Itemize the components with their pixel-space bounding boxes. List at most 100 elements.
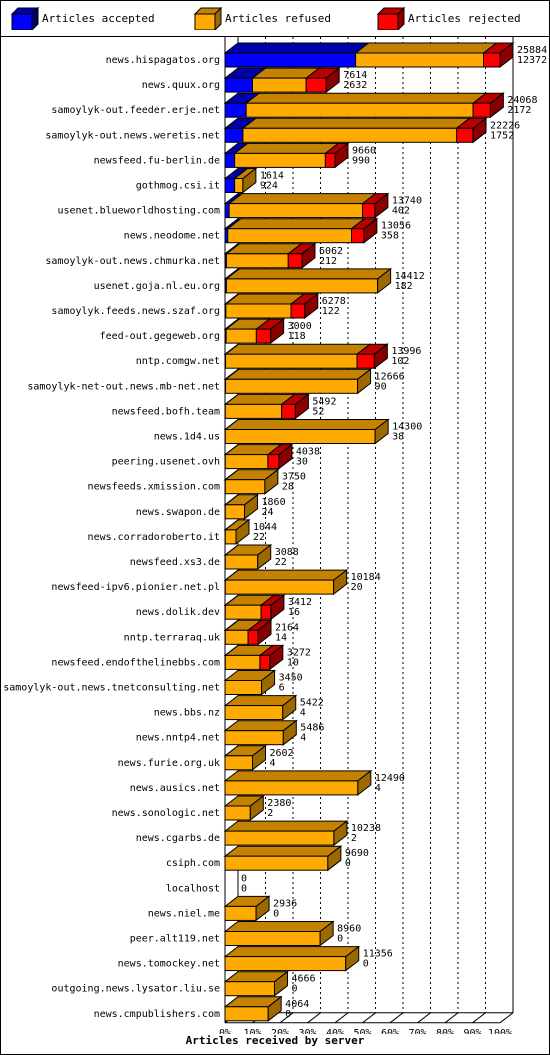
data-label-total: 11356 [363, 949, 393, 960]
bar-side-refused [327, 845, 342, 872]
server-label: usenet.blueworldhosting.com [57, 206, 220, 217]
legend-label-refused: Articles refused [225, 12, 331, 25]
x-tick-label: 20% [271, 1028, 289, 1034]
data-label-total: 2380 [267, 798, 291, 809]
x-tick-label: 30% [298, 1028, 316, 1034]
data-label-total: 2936 [273, 898, 297, 909]
data-label-total: 3450 [279, 673, 303, 684]
bar-segment-refused [245, 102, 474, 118]
data-label-rejected: 22 [275, 557, 287, 568]
server-label: nntp.comgw.net [136, 356, 220, 367]
bar-segment-refused [224, 403, 283, 419]
bar-segment-refused [228, 203, 363, 219]
bar-top-refused [223, 946, 361, 958]
floor-tick-50 [362, 1012, 376, 1024]
data-label-rejected: 0 [241, 883, 247, 894]
bar-side-rejected [363, 217, 378, 244]
floor-tick-70 [417, 1012, 431, 1024]
server-label: samoylyk-net-out.news.mb-net.net [27, 381, 220, 392]
bar-segment-refused [224, 855, 329, 871]
bar-segment-refused [224, 554, 259, 570]
server-label: news.dolik.dev [136, 607, 220, 618]
data-label-total: 0 [241, 873, 247, 884]
server-label: news.furie.org.uk [118, 758, 220, 769]
bar-segment-refused [224, 504, 246, 520]
bar-segment-refused [224, 931, 321, 946]
bar-top-refused [223, 419, 390, 430]
data-label-total: 14412 [395, 271, 425, 282]
data-label-rejected: 0 [345, 858, 351, 869]
server-label: news.ausics.net [130, 783, 220, 794]
data-label-rejected: 38 [392, 432, 404, 443]
data-label-total: 4064 [285, 999, 309, 1010]
data-label-rejected: 30 [296, 457, 308, 468]
bar-segment-accepted [224, 127, 244, 143]
data-label-rejected: 4 [270, 758, 276, 769]
data-label-rejected: 0 [292, 984, 298, 995]
data-label-total: 13740 [392, 196, 422, 207]
bar-side-rejected [472, 117, 487, 144]
data-label-rejected: 28 [282, 482, 294, 493]
data-label-total: 12490 [375, 773, 405, 784]
bar-top-refused [223, 569, 349, 581]
bar-segment-refused [224, 429, 376, 444]
server-label: news.neodome.net [124, 231, 220, 242]
data-label-total: 4666 [292, 974, 316, 985]
data-label-rejected: 122 [322, 306, 340, 317]
data-label-rejected: 2 [267, 808, 273, 819]
bar-segment-rejected [287, 253, 303, 269]
bar-top-refused [223, 770, 373, 782]
bar-side-refused [333, 569, 348, 596]
bar-segment-refused [224, 1006, 269, 1022]
floor-tick-30 [307, 1012, 321, 1024]
bar-segment-rejected [255, 328, 272, 344]
bar-side-refused [264, 468, 279, 495]
legend-swatch-rejected [376, 6, 406, 30]
bar-segment-refused [242, 127, 458, 143]
data-label-total: 13996 [391, 346, 421, 357]
server-label: news.sonologic.net [112, 808, 220, 819]
server-label: newsfeed.endofthelinebbs.com [51, 657, 220, 668]
bar-side-refused [252, 744, 266, 771]
bar-side-rejected [325, 67, 340, 94]
bar-segment-rejected [305, 77, 327, 93]
bar-side-refused [377, 267, 392, 294]
bar-side-refused [235, 518, 250, 545]
bar-segment-refused [224, 579, 335, 595]
bar-side-rejected [294, 393, 309, 420]
server-label: nntp.terraraq.uk [124, 632, 220, 643]
data-label-total: 9660 [352, 145, 376, 156]
bar-side-refused [319, 920, 334, 947]
data-label-total: 12666 [375, 371, 405, 382]
bar-side-refused [357, 368, 372, 395]
bar-segment-accepted [224, 102, 247, 118]
bar-side-refused [249, 794, 264, 822]
data-label-rejected: 212 [319, 256, 337, 267]
bar-segment-refused [225, 328, 257, 344]
bar-top-refused [224, 268, 393, 280]
server-label: news.cgarbs.de [136, 833, 220, 844]
bar-segment-refused [227, 228, 352, 244]
x-tick-label: 10% [243, 1028, 261, 1034]
bar-segment-refused [224, 956, 347, 972]
bar-segment-rejected [259, 654, 271, 670]
bar-segment-refused [234, 152, 326, 168]
data-label-rejected: 4 [300, 733, 306, 744]
server-label: newsfeed-ipv6.pionier.net.pl [51, 582, 220, 593]
bar-segment-refused [224, 629, 249, 645]
server-label: news.corradoroberto.it [88, 532, 220, 543]
bar-side-refused [242, 167, 257, 194]
bar-segment-refused [224, 604, 262, 620]
